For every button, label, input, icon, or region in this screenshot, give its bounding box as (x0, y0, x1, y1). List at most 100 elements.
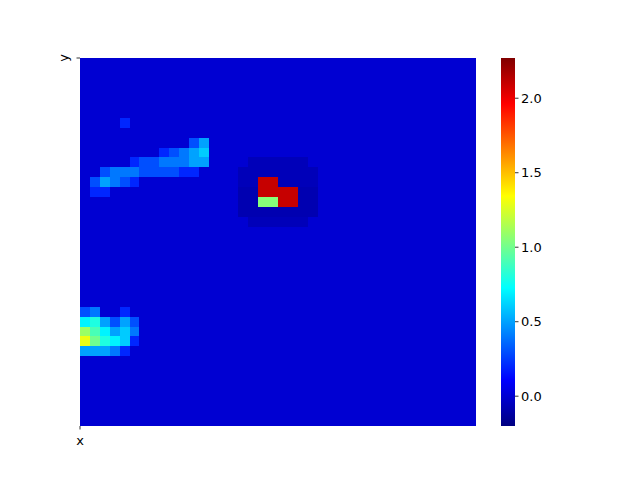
heatmap-cell (417, 416, 428, 426)
heatmap-cell (179, 356, 190, 367)
heatmap-cell (318, 118, 329, 129)
heatmap-cell (278, 128, 289, 139)
heatmap-cell (308, 336, 319, 347)
heatmap-cell (248, 307, 258, 318)
heatmap-cell (318, 68, 329, 79)
heatmap-cell (397, 217, 408, 228)
heatmap-cell (199, 68, 210, 79)
heatmap-cell (100, 68, 111, 79)
heatmap-cell (427, 68, 438, 79)
heatmap-cell (377, 297, 388, 308)
heatmap-cell (130, 237, 141, 248)
heatmap-cell (149, 376, 160, 387)
heatmap-cell (248, 386, 258, 397)
heatmap-cell (466, 257, 476, 268)
heatmap-cell (110, 376, 121, 387)
heatmap-cell (139, 317, 150, 328)
heatmap-cell (318, 177, 329, 188)
heatmap-cell (308, 267, 319, 278)
heatmap-cell (328, 88, 339, 99)
heatmap-cell (130, 88, 141, 99)
heatmap-cell (199, 317, 210, 328)
heatmap-cell (298, 217, 309, 228)
heatmap-cell (159, 356, 170, 367)
heatmap-cell (258, 356, 269, 367)
heatmap-cell (427, 317, 438, 328)
heatmap-cell (248, 207, 258, 218)
heatmap-cell (397, 396, 408, 407)
heatmap-cell (149, 118, 160, 129)
heatmap-cell (159, 307, 170, 318)
heatmap-cell (209, 247, 220, 258)
heatmap-cell (189, 307, 200, 318)
heatmap-cell (347, 88, 358, 99)
heatmap-cell (318, 356, 329, 367)
heatmap-cell (466, 297, 476, 308)
heatmap-cell (258, 257, 269, 268)
heatmap-cell (229, 356, 240, 367)
heatmap-cell (100, 416, 111, 426)
heatmap-cell (169, 217, 180, 228)
heatmap-cell (337, 237, 348, 248)
heatmap-cell (100, 267, 111, 278)
heatmap-cell (110, 177, 121, 188)
heatmap-cell (407, 58, 418, 69)
heatmap-cell (159, 98, 170, 109)
heatmap-cell (219, 217, 230, 228)
heatmap-cell (278, 376, 289, 387)
heatmap-cell (417, 167, 428, 178)
heatmap-cell (229, 177, 240, 188)
heatmap-cell (139, 68, 150, 79)
heatmap-cell (219, 356, 230, 367)
heatmap-cell (229, 227, 240, 238)
heatmap-cell (436, 88, 447, 99)
heatmap-cell (80, 287, 91, 298)
heatmap-cell (328, 157, 339, 168)
heatmap-cell (268, 68, 279, 79)
heatmap-cell (159, 157, 170, 168)
heatmap-cell (139, 157, 150, 168)
heatmap-cell (456, 297, 467, 308)
heatmap-cell (268, 297, 279, 308)
heatmap-cell (377, 346, 388, 357)
heatmap-cell (446, 307, 457, 318)
heatmap-cell (328, 98, 339, 109)
heatmap-cell (100, 386, 111, 397)
heatmap-cell (248, 197, 258, 208)
heatmap-cell (377, 416, 388, 426)
heatmap-cell (229, 108, 240, 119)
heatmap-cell (397, 287, 408, 298)
heatmap-cell (248, 267, 258, 278)
heatmap-cell (427, 78, 438, 89)
heatmap-cell (328, 217, 339, 228)
heatmap-cell (179, 98, 190, 109)
heatmap-cell (337, 148, 348, 159)
heatmap-cell (209, 356, 220, 367)
heatmap-cell (456, 177, 467, 188)
heatmap-cell (268, 247, 279, 258)
heatmap-cell (258, 177, 269, 188)
heatmap-cell (179, 396, 190, 407)
heatmap-cell (268, 88, 279, 99)
heatmap-cell (417, 257, 428, 268)
heatmap-cell (139, 88, 150, 99)
heatmap-cell (110, 346, 121, 357)
heatmap-cell (357, 317, 368, 328)
heatmap-cell (446, 177, 457, 188)
heatmap-cell (139, 177, 150, 188)
heatmap-cell (219, 406, 230, 417)
heatmap-cell (427, 108, 438, 119)
heatmap-cell (377, 217, 388, 228)
heatmap-cell (189, 138, 200, 149)
heatmap-cell (209, 327, 220, 338)
heatmap-cell (149, 416, 160, 426)
heatmap-cell (357, 277, 368, 288)
heatmap-cell (149, 68, 160, 79)
heatmap-cell (258, 287, 269, 298)
heatmap-cell (347, 287, 358, 298)
heatmap-cell (417, 157, 428, 168)
heatmap-cell (446, 138, 457, 149)
heatmap-cell (219, 177, 230, 188)
heatmap-cell (110, 336, 121, 347)
colorbar-tick-label: 0.0 (521, 389, 542, 404)
